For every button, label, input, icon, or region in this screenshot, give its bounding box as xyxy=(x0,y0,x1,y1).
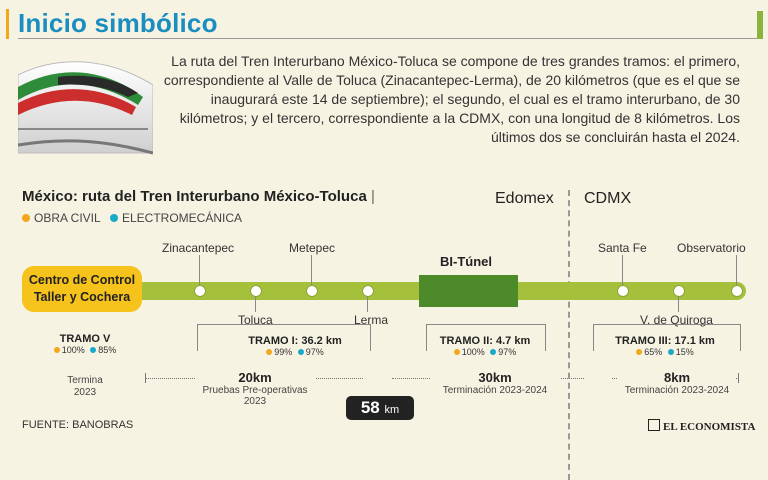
tramo-percentages: 99% 97% xyxy=(240,347,350,357)
tramo-iii: TRAMO III: 17.1 km 65% 15% xyxy=(605,335,725,357)
legend-label: ELECTROMECÁNICA xyxy=(122,211,243,225)
station-toluca xyxy=(250,285,262,297)
legend-label: OBRA CIVIL xyxy=(34,211,101,225)
brand-icon xyxy=(648,419,660,431)
station-zinacantepec xyxy=(194,285,206,297)
label-santa-fe: Santa Fe xyxy=(598,241,647,255)
control-center-line2: Taller y Cochera xyxy=(33,290,131,304)
pct-electro: 85% xyxy=(98,345,117,355)
total-unit: km xyxy=(384,404,400,416)
brand-name: EL ECONOMISTA xyxy=(663,421,756,433)
segment-tick xyxy=(145,373,146,383)
pct-dot-orange xyxy=(453,349,460,355)
pct-civil: 99% xyxy=(274,347,293,357)
pct-electro: 97% xyxy=(498,347,517,357)
tramo-percentages: 100% 97% xyxy=(432,347,538,357)
segment-km: 8km xyxy=(663,370,691,385)
pct-dot-blue xyxy=(490,349,497,355)
map-title: México: ruta del Tren Interurbano México… xyxy=(22,188,375,205)
tramo-ii-bracket xyxy=(426,324,546,351)
title-rule xyxy=(18,38,763,39)
label-zinacantepec: Zinacantepec xyxy=(162,241,235,255)
tramo-i: TRAMO I: 36.2 km 99% 97% xyxy=(240,335,350,357)
station-observatorio xyxy=(731,285,743,297)
tramo-note-line: 2023 xyxy=(73,387,97,398)
segment-3: 8km Terminación 2023-2024 xyxy=(618,370,736,396)
pct-civil: 100% xyxy=(461,347,485,357)
title-corner-accent xyxy=(757,11,763,39)
total-value: 58 xyxy=(360,398,380,417)
stem xyxy=(199,255,200,285)
tramo-i-bracket xyxy=(197,324,371,351)
stem xyxy=(736,255,737,285)
label-lerma: Lerma xyxy=(354,313,389,327)
legend-electromecanica: ELECTROMECÁNICA xyxy=(110,211,242,225)
pct-dot-orange xyxy=(636,349,643,355)
pct-dot-orange xyxy=(266,349,273,355)
pct-dot-blue xyxy=(667,349,674,355)
pct-civil: 65% xyxy=(644,347,663,357)
tramo-v-note: Termina 2023 xyxy=(50,375,120,399)
region-edomex: Edomex xyxy=(495,190,554,207)
label-observatorio: Observatorio xyxy=(677,241,746,255)
tramo-name: TRAMO II: 4.7 km xyxy=(439,335,531,347)
pct-electro: 97% xyxy=(305,347,324,357)
tramo-note-line: Termina xyxy=(67,375,103,386)
station-santa-fe xyxy=(617,285,629,297)
source-note: FUENTE: BANOBRAS xyxy=(22,419,134,431)
tramo-name: TRAMO I: 36.2 km xyxy=(248,335,342,347)
segment-note: Terminación 2023-2024 xyxy=(442,385,548,396)
pct-electro: 15% xyxy=(675,347,694,357)
tramo-iii-bracket xyxy=(593,324,741,351)
control-center-line1: Centro de Control xyxy=(28,273,136,287)
legend-dot-orange xyxy=(22,214,30,222)
pct-civil: 100% xyxy=(61,345,85,355)
segment-note: Pruebas Pre-operativas 2023 xyxy=(202,385,308,407)
tunnel-segment xyxy=(419,275,518,307)
stem xyxy=(311,255,312,285)
station-metepec xyxy=(306,285,318,297)
station-v-de-quiroga xyxy=(673,285,685,297)
control-center-box: Centro de Control Taller y Cochera xyxy=(22,266,142,312)
tramo-ii: TRAMO II: 4.7 km 100% 97% xyxy=(432,335,538,357)
page-title: Inicio simbólico xyxy=(18,8,218,38)
label-metepec: Metepec xyxy=(289,241,336,255)
stem xyxy=(255,296,256,312)
label-v-de-quiroga: V. de Quiroga xyxy=(640,313,713,327)
label-toluca: Toluca xyxy=(238,313,273,327)
segment-note: Terminación 2023-2024 xyxy=(624,385,730,396)
stem xyxy=(678,296,679,312)
title-accent-bar xyxy=(6,9,9,39)
segment-km: 20km xyxy=(238,370,272,385)
segment-2: 30km Terminación 2023-2024 xyxy=(430,370,560,396)
segment-tick xyxy=(738,373,739,383)
pct-dot-blue xyxy=(297,349,304,355)
tramo-percentages: 65% 15% xyxy=(605,347,725,357)
train-illustration xyxy=(18,61,153,155)
tramo-percentages: 100% 85% xyxy=(50,345,120,355)
segment-km: 30km xyxy=(478,370,512,385)
intro-paragraph: La ruta del Tren Interurbano México-Tolu… xyxy=(163,53,740,145)
legend-obra-civil: OBRA CIVIL xyxy=(22,211,101,225)
brand-logo: EL ECONOMISTA xyxy=(648,419,755,433)
segment-1: 20km Pruebas Pre-operativas 2023 xyxy=(195,370,315,407)
tramo-name: TRAMO III: 17.1 km xyxy=(615,335,715,347)
region-divider xyxy=(568,190,570,480)
station-lerma xyxy=(362,285,374,297)
total-distance-badge: 58 km xyxy=(346,396,414,420)
pct-dot-blue xyxy=(90,347,97,353)
stem xyxy=(622,255,623,285)
region-cdmx: CDMX xyxy=(584,190,632,207)
map-title-text: México: ruta del Tren Interurbano México… xyxy=(22,188,367,205)
legend-dot-blue xyxy=(110,214,118,222)
tramo-v: TRAMO V 100% 85% xyxy=(50,333,120,355)
pct-dot-orange xyxy=(53,347,60,353)
stem xyxy=(367,296,368,312)
tunnel-label: BI-Túnel xyxy=(440,254,492,269)
tramo-name: TRAMO V xyxy=(59,333,111,345)
